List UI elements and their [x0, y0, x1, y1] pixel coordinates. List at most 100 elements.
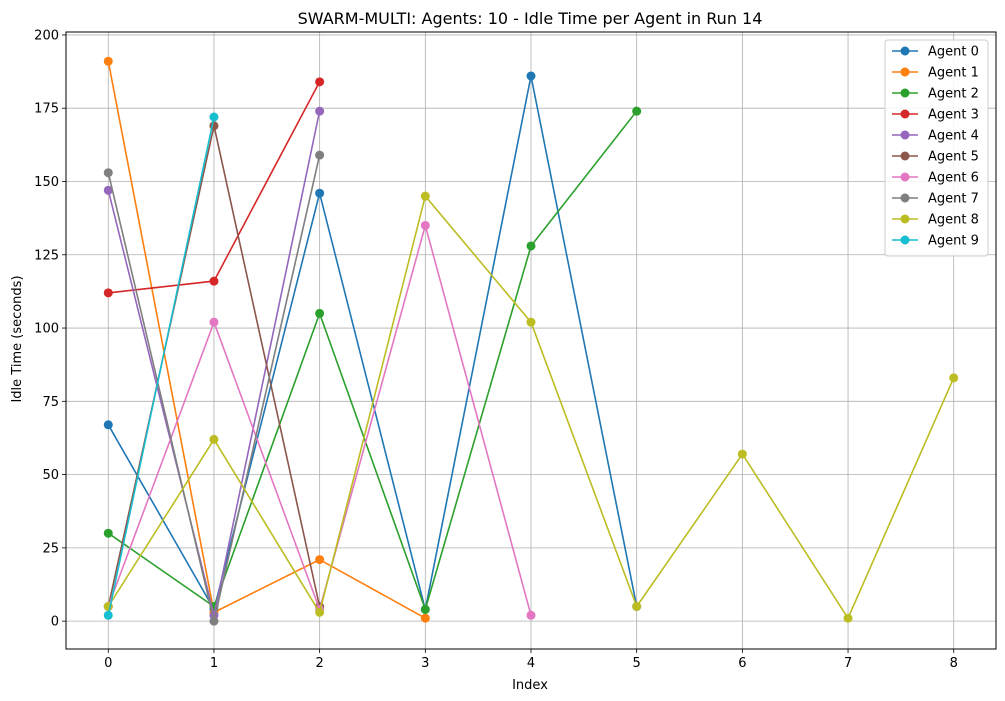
- x-tick-label: 5: [633, 656, 641, 671]
- data-point: [737, 449, 747, 459]
- legend-box: [884, 39, 989, 257]
- legend-entry: Agent 2: [892, 87, 979, 102]
- series-agent-8: [103, 191, 959, 623]
- legend-label: Agent 0: [928, 45, 979, 60]
- data-point: [420, 604, 430, 614]
- y-tick-label: 100: [34, 322, 59, 337]
- y-tick-label: 200: [34, 28, 59, 43]
- legend-entry: Agent 1: [892, 66, 979, 81]
- legend-marker: [900, 172, 910, 182]
- series-agent-9: [103, 112, 219, 620]
- y-tick-label: 75: [42, 395, 59, 410]
- legend-label: Agent 7: [928, 192, 979, 207]
- data-point: [103, 610, 113, 620]
- legend-label: Agent 2: [928, 87, 979, 102]
- legend-marker: [900, 235, 910, 245]
- legend-marker: [900, 67, 910, 77]
- data-point: [103, 168, 113, 178]
- legend-entry: Agent 4: [892, 129, 979, 144]
- series-line: [107, 116, 215, 616]
- data-point: [315, 555, 325, 565]
- data-point: [949, 373, 959, 383]
- legend-label: Agent 9: [928, 234, 979, 249]
- x-tick-label: 2: [315, 656, 323, 671]
- legend-label: Agent 4: [928, 129, 979, 144]
- data-point: [526, 317, 536, 327]
- data-point: [526, 610, 536, 620]
- data-point: [103, 185, 113, 195]
- legend-marker: [900, 214, 910, 224]
- data-point: [209, 112, 219, 122]
- series-agent-7: [103, 150, 325, 626]
- data-point: [420, 191, 430, 201]
- data-point: [103, 56, 113, 66]
- series-line: [107, 110, 638, 612]
- data-point: [209, 276, 219, 286]
- data-point: [209, 434, 219, 444]
- legend-label: Agent 6: [928, 171, 979, 186]
- x-tick-label: 1: [210, 656, 218, 671]
- chart-title: SWARM-MULTI: Agents: 10 - Idle Time per …: [298, 9, 763, 28]
- x-tick-label: 7: [844, 656, 852, 671]
- data-point: [526, 241, 536, 251]
- data-point: [420, 220, 430, 230]
- y-tick-label: 25: [42, 541, 59, 556]
- data-point: [103, 420, 113, 430]
- data-point: [103, 288, 113, 298]
- legend-entry: Agent 6: [892, 171, 979, 186]
- x-axis-label: Index: [512, 678, 548, 693]
- data-point: [315, 106, 325, 116]
- data-point: [315, 607, 325, 617]
- x-axis: 0 1 2 3 4 5 6 7 8: [104, 649, 958, 671]
- data-point: [843, 613, 853, 623]
- legend-entry: Agent 7: [892, 192, 979, 207]
- x-tick-label: 3: [421, 656, 429, 671]
- y-tick-label: 0: [51, 615, 59, 630]
- data-point: [632, 106, 642, 116]
- data-point: [420, 613, 430, 623]
- legend-marker: [900, 130, 910, 140]
- series-agent-0: [103, 71, 642, 614]
- series-agent-2: [103, 106, 642, 614]
- data-point: [632, 601, 642, 611]
- legend-marker: [900, 46, 910, 56]
- y-tick-label: 50: [42, 468, 59, 483]
- data-point: [315, 150, 325, 160]
- legend-entry: Agent 3: [892, 108, 979, 123]
- legend-label: Agent 8: [928, 213, 979, 228]
- data-point: [315, 188, 325, 198]
- legend: Agent 0 Agent 1 Agent 2 Agent 3 Agent 4 Agent…: [884, 39, 989, 257]
- legend-entry: Agent 0: [892, 45, 979, 60]
- legend-marker: [900, 193, 910, 203]
- legend-label: Agent 3: [928, 108, 979, 123]
- series-line: [107, 75, 638, 612]
- legend-marker: [900, 109, 910, 119]
- legend-entry: Agent 9: [892, 234, 979, 249]
- x-tick-label: 6: [738, 656, 746, 671]
- x-tick-label: 4: [527, 656, 535, 671]
- data-point: [209, 317, 219, 327]
- y-tick-label: 150: [34, 175, 59, 190]
- y-axis-label: Idle Time (seconds): [10, 275, 25, 402]
- series-line: [107, 61, 426, 619]
- legend-marker: [900, 151, 910, 161]
- data-point: [315, 308, 325, 318]
- data-point: [103, 528, 113, 538]
- data-point: [209, 616, 219, 626]
- x-tick-label: 8: [950, 656, 958, 671]
- data-point: [315, 77, 325, 87]
- legend-label: Agent 1: [928, 66, 979, 81]
- series-lines: [103, 56, 959, 626]
- grid: [66, 32, 996, 649]
- y-axis: 0 25 50 75 100 125 150 175 200: [34, 28, 66, 630]
- x-tick-label: 0: [104, 656, 112, 671]
- legend-label: Agent 5: [928, 150, 979, 165]
- legend-entry: Agent 8: [892, 213, 979, 228]
- legend-entry: Agent 5: [892, 150, 979, 165]
- y-tick-label: 175: [34, 102, 59, 117]
- legend-marker: [900, 88, 910, 98]
- series-agent-3: [103, 77, 325, 298]
- y-tick-label: 125: [34, 248, 59, 263]
- data-point: [526, 71, 536, 81]
